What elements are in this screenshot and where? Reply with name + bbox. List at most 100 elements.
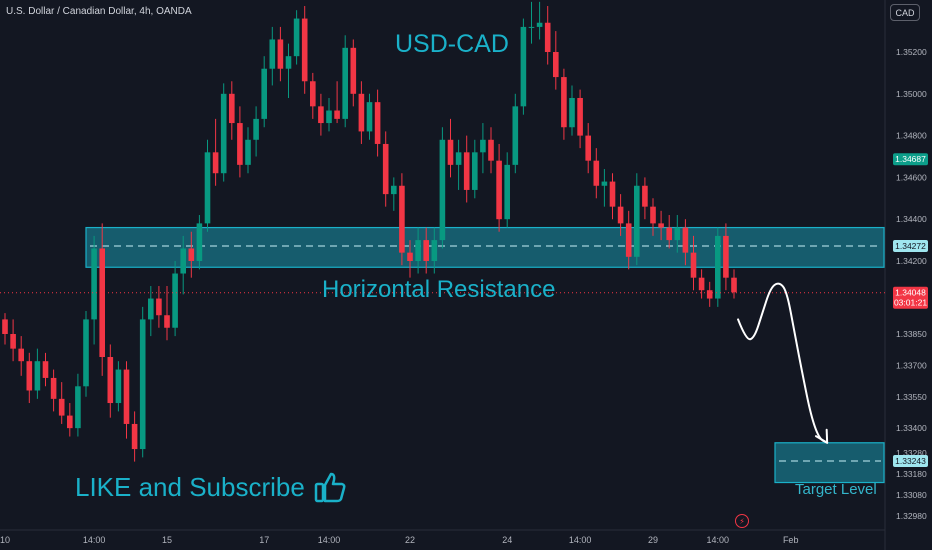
candle	[269, 26, 276, 86]
price-tick-label: 1.32980	[896, 511, 927, 521]
price-tick-label: 1.33080	[896, 490, 927, 500]
candle-body	[269, 39, 276, 69]
candle-body	[107, 357, 114, 404]
candle	[293, 10, 300, 65]
candle	[310, 72, 316, 119]
candle-body	[666, 227, 672, 241]
candle	[731, 269, 737, 299]
candle	[115, 361, 122, 412]
time-tick-label: 14:00	[707, 535, 730, 545]
price-tick-label: 1.34200	[896, 256, 927, 266]
candle	[723, 223, 729, 291]
candle	[277, 26, 284, 82]
price-tick-label: 1.35200	[896, 47, 927, 57]
candle-body	[229, 93, 235, 124]
candle	[148, 286, 154, 337]
candle	[431, 227, 438, 274]
candle-body	[139, 319, 146, 450]
candle	[569, 85, 575, 136]
candle-body	[326, 110, 332, 124]
candle-body	[18, 348, 24, 362]
candle-body	[318, 106, 324, 124]
candle	[180, 235, 186, 295]
subscribe-callout: LIKE and Subscribe	[75, 470, 347, 504]
resistance-level-badge-text: 1.34272	[895, 241, 926, 251]
candle-body	[212, 152, 219, 174]
candle	[553, 31, 559, 90]
candle-body	[690, 252, 697, 278]
candle	[229, 81, 235, 140]
candle-body	[26, 361, 33, 391]
candle	[196, 215, 203, 270]
candle	[447, 118, 454, 178]
candle	[334, 81, 340, 124]
candle	[212, 118, 219, 186]
candle	[658, 210, 664, 241]
candle	[463, 135, 470, 203]
time-tick-label: Feb	[783, 535, 799, 545]
candle	[480, 123, 486, 174]
candle	[42, 352, 49, 387]
candle	[58, 382, 65, 424]
candle-body	[99, 248, 105, 358]
candle	[18, 336, 24, 376]
candle-body	[585, 135, 591, 161]
candle	[75, 373, 81, 437]
candle-body	[447, 139, 454, 165]
candle-body	[245, 139, 251, 165]
candle	[706, 281, 713, 307]
candle-body	[674, 227, 681, 241]
target-zone	[774, 442, 885, 484]
candle-body	[310, 81, 316, 107]
candle	[642, 177, 648, 220]
candle-body	[439, 139, 446, 241]
price-tick-label: 1.33280	[896, 448, 927, 458]
price-tick-label: 1.34800	[896, 131, 927, 141]
candle-body	[399, 185, 405, 253]
candle	[504, 152, 510, 228]
candle-body	[2, 319, 8, 334]
candle-body	[164, 315, 170, 328]
candle-body	[42, 361, 49, 378]
candle	[455, 139, 462, 190]
currency-button[interactable]: CAD	[890, 4, 920, 21]
candle	[512, 93, 519, 174]
candle	[715, 227, 721, 307]
zones-layer	[85, 226, 885, 484]
candle	[617, 194, 624, 236]
time-tick-label: 17	[259, 535, 269, 545]
lightning-icon[interactable]: ⚡	[735, 514, 749, 528]
candle-body	[642, 185, 648, 207]
candle	[301, 6, 308, 94]
candle	[577, 89, 583, 149]
price-axis-panel[interactable]	[885, 0, 932, 550]
candle-body	[520, 26, 527, 107]
candle	[415, 227, 421, 274]
candle-body	[188, 248, 195, 261]
candle	[10, 319, 16, 362]
candle	[382, 131, 389, 207]
candle-body	[301, 18, 308, 82]
candle	[366, 93, 373, 140]
candle-body	[204, 152, 211, 224]
candle-body	[634, 185, 640, 257]
candle-body	[293, 18, 300, 57]
symbol-title[interactable]: U.S. Dollar / Canadian Dollar, 4h, OANDA	[6, 6, 192, 17]
candle	[26, 352, 33, 404]
candle-body	[561, 77, 567, 128]
candle-body	[593, 160, 600, 186]
candle	[123, 361, 130, 439]
candle-body	[261, 68, 267, 119]
projection-path	[737, 282, 829, 444]
target-level-badge-text: 1.33243	[895, 456, 926, 466]
time-axis: 10 14:00 15 17 14:00 22 24 14:00 29 14:00 Feb	[0, 535, 798, 545]
candle-body	[682, 227, 689, 253]
time-tick-label: 10	[0, 535, 10, 545]
candle	[488, 127, 494, 174]
candle-body	[601, 181, 608, 186]
time-tick-label: 29	[648, 535, 658, 545]
candle-body	[528, 26, 535, 28]
candle-body	[148, 298, 154, 320]
candle	[472, 139, 478, 199]
